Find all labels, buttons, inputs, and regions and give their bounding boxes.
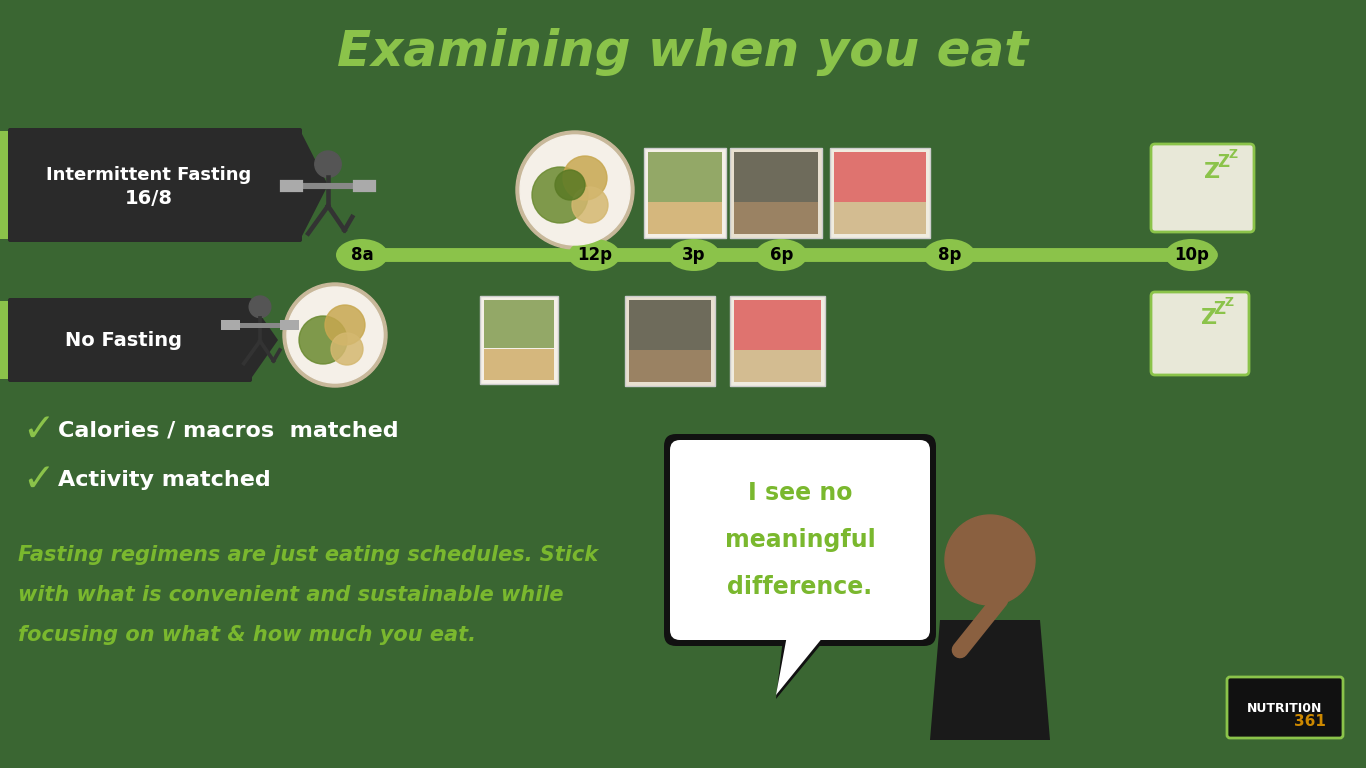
Text: Z: Z bbox=[1228, 148, 1238, 161]
Circle shape bbox=[531, 167, 587, 223]
Text: with what is convenient and sustainable while: with what is convenient and sustainable … bbox=[18, 585, 564, 605]
Polygon shape bbox=[301, 130, 328, 240]
Circle shape bbox=[287, 287, 382, 383]
Text: 361: 361 bbox=[1294, 714, 1326, 730]
Polygon shape bbox=[776, 630, 829, 695]
FancyBboxPatch shape bbox=[1227, 677, 1343, 738]
FancyBboxPatch shape bbox=[664, 434, 936, 646]
Text: Z: Z bbox=[1214, 300, 1225, 319]
Text: Intermittent Fasting: Intermittent Fasting bbox=[46, 166, 251, 184]
FancyBboxPatch shape bbox=[628, 350, 710, 382]
Polygon shape bbox=[930, 620, 1050, 740]
FancyBboxPatch shape bbox=[8, 298, 251, 382]
Ellipse shape bbox=[668, 239, 720, 271]
FancyBboxPatch shape bbox=[647, 202, 723, 233]
FancyBboxPatch shape bbox=[729, 148, 822, 238]
Circle shape bbox=[945, 515, 1035, 605]
FancyBboxPatch shape bbox=[734, 350, 821, 382]
Polygon shape bbox=[250, 300, 279, 380]
Ellipse shape bbox=[1165, 239, 1217, 271]
Circle shape bbox=[325, 305, 365, 345]
Circle shape bbox=[299, 316, 347, 364]
FancyBboxPatch shape bbox=[626, 296, 714, 386]
FancyBboxPatch shape bbox=[734, 202, 818, 233]
FancyBboxPatch shape bbox=[0, 131, 16, 239]
Text: Examining when you eat: Examining when you eat bbox=[337, 28, 1029, 76]
Circle shape bbox=[572, 187, 608, 223]
Text: 3p: 3p bbox=[682, 246, 706, 264]
Circle shape bbox=[516, 131, 634, 249]
Text: Activity matched: Activity matched bbox=[57, 470, 270, 490]
Circle shape bbox=[555, 170, 585, 200]
FancyBboxPatch shape bbox=[647, 152, 723, 201]
Text: Z: Z bbox=[1217, 154, 1229, 171]
Text: focusing on what & how much you eat.: focusing on what & how much you eat. bbox=[18, 625, 475, 645]
Text: ✓: ✓ bbox=[22, 461, 55, 499]
Circle shape bbox=[563, 156, 607, 200]
Circle shape bbox=[249, 296, 270, 318]
Text: Z: Z bbox=[1224, 296, 1233, 309]
Circle shape bbox=[331, 333, 363, 365]
Text: Z: Z bbox=[1203, 162, 1220, 182]
FancyBboxPatch shape bbox=[643, 148, 725, 238]
Text: No Fasting: No Fasting bbox=[66, 330, 183, 349]
FancyBboxPatch shape bbox=[729, 296, 825, 386]
Text: 8p: 8p bbox=[937, 246, 962, 264]
FancyBboxPatch shape bbox=[669, 440, 930, 640]
FancyBboxPatch shape bbox=[734, 152, 818, 201]
FancyBboxPatch shape bbox=[835, 152, 926, 201]
FancyBboxPatch shape bbox=[734, 300, 821, 349]
Text: 10p: 10p bbox=[1173, 246, 1209, 264]
Ellipse shape bbox=[755, 239, 807, 271]
FancyBboxPatch shape bbox=[484, 349, 555, 379]
FancyBboxPatch shape bbox=[8, 128, 302, 242]
FancyBboxPatch shape bbox=[479, 296, 557, 384]
Ellipse shape bbox=[568, 239, 620, 271]
Circle shape bbox=[283, 283, 387, 387]
Text: 8a: 8a bbox=[351, 246, 373, 264]
Text: ✓: ✓ bbox=[22, 411, 55, 449]
Polygon shape bbox=[776, 630, 833, 699]
FancyBboxPatch shape bbox=[628, 300, 710, 349]
Ellipse shape bbox=[336, 239, 388, 271]
Text: 16/8: 16/8 bbox=[126, 190, 173, 208]
FancyBboxPatch shape bbox=[484, 300, 555, 349]
Circle shape bbox=[520, 135, 630, 245]
Text: Fasting regimens are just eating schedules. Stick: Fasting regimens are just eating schedul… bbox=[18, 545, 598, 565]
FancyBboxPatch shape bbox=[0, 301, 16, 379]
Text: I see no
meaningful
difference.: I see no meaningful difference. bbox=[724, 482, 876, 599]
Text: 12p: 12p bbox=[576, 246, 612, 264]
FancyBboxPatch shape bbox=[835, 202, 926, 233]
Ellipse shape bbox=[923, 239, 975, 271]
Text: NUTRITI0N: NUTRITI0N bbox=[1247, 701, 1322, 714]
FancyBboxPatch shape bbox=[1152, 292, 1249, 375]
Text: Z: Z bbox=[1201, 309, 1217, 329]
Circle shape bbox=[314, 151, 342, 177]
FancyBboxPatch shape bbox=[831, 148, 930, 238]
Text: 6p: 6p bbox=[769, 246, 794, 264]
FancyBboxPatch shape bbox=[1152, 144, 1254, 232]
Text: Calories / macros  matched: Calories / macros matched bbox=[57, 420, 399, 440]
